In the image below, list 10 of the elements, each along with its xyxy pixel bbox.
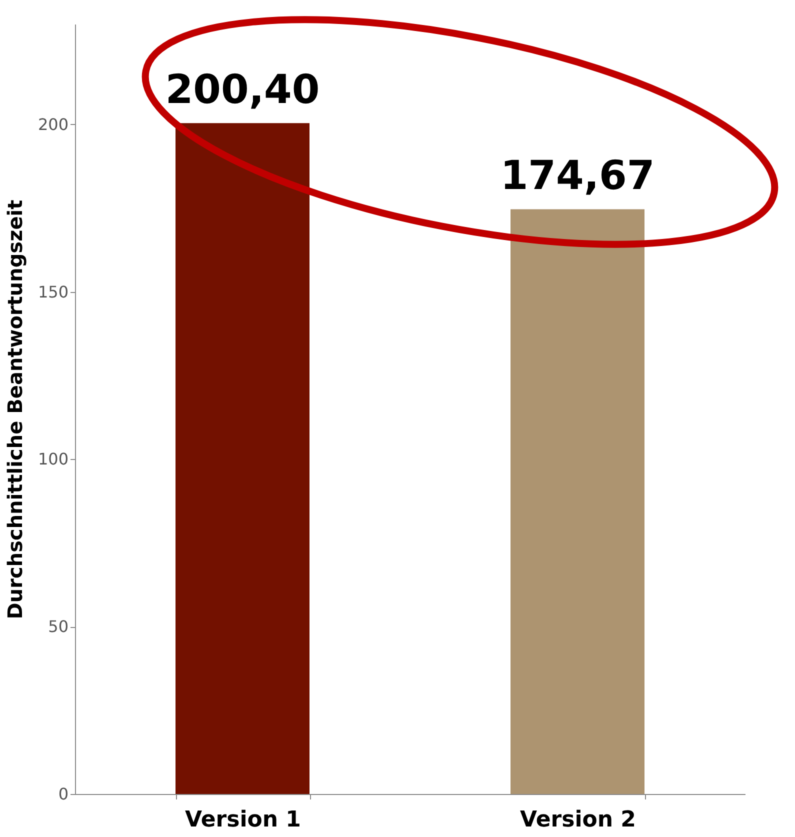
x-tick-label: Version 1 bbox=[185, 808, 301, 832]
data-label: 200,40 bbox=[165, 67, 320, 114]
y-tick-label: 150 bbox=[38, 282, 68, 302]
data-label: 174,67 bbox=[500, 153, 655, 200]
x-tick-label: Version 2 bbox=[520, 808, 636, 832]
y-tick-label: 0 bbox=[58, 784, 68, 804]
y-tick-label: 100 bbox=[38, 450, 68, 469]
y-tick-label: 200 bbox=[38, 114, 68, 134]
y-axis-title: Durchschnittliche Beantwortungszeit bbox=[2, 199, 27, 620]
y-tick-label: 50 bbox=[48, 617, 68, 636]
